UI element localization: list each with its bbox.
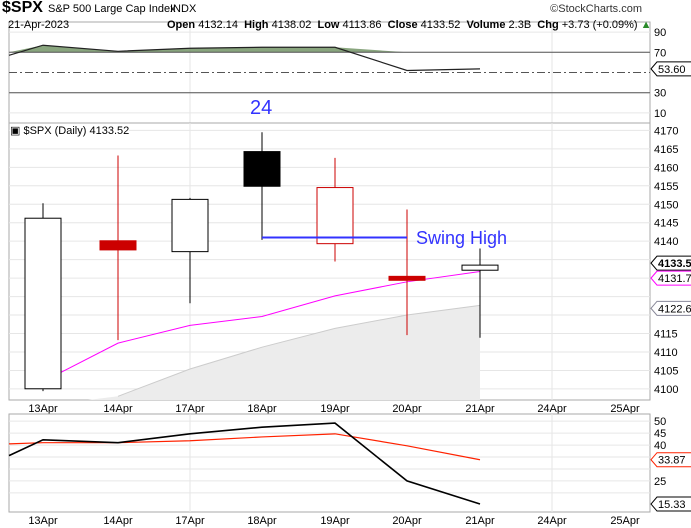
date-label: 14Apr xyxy=(103,403,133,415)
chart-date: 21-Apr-2023 xyxy=(8,19,70,31)
osc-red-value-tag xyxy=(650,452,691,468)
slow-ma-area xyxy=(88,305,480,400)
date-label: 18Apr xyxy=(247,515,277,527)
date-label: 21Apr xyxy=(465,515,495,527)
price-tick-label: 4105 xyxy=(654,365,678,377)
price-tick-label: 4170 xyxy=(654,125,678,137)
price-tick-label: 4140 xyxy=(654,236,678,248)
date-label: 13Apr xyxy=(28,403,58,415)
osc-line xyxy=(8,433,481,461)
candle-body xyxy=(388,275,426,281)
price-tick-label: 4115 xyxy=(654,329,678,341)
osc-red-value: 33.87 xyxy=(658,455,686,467)
rsi-last-value: 53.60 xyxy=(658,64,686,76)
index-name: S&P 500 Large Cap Index xyxy=(48,3,176,15)
date-label: 24Apr xyxy=(537,403,567,415)
date-label: 18Apr xyxy=(247,403,277,415)
price-tick-label: 4100 xyxy=(654,384,678,396)
watermark: ©StockCharts.com xyxy=(550,3,642,15)
osc-tick-label: 40 xyxy=(654,440,666,452)
date-label: 24Apr xyxy=(537,515,567,527)
osc-tick-label: 25 xyxy=(654,476,666,488)
price-tick-label: 4145 xyxy=(654,218,678,230)
date-label: 20Apr xyxy=(392,403,422,415)
rsi-tick-label: 90 xyxy=(654,27,666,39)
date-label: 25Apr xyxy=(610,515,640,527)
price-tick-label: 4150 xyxy=(654,199,678,211)
candle-body xyxy=(24,217,62,390)
price-tick-label: 4160 xyxy=(654,162,678,174)
candle-body xyxy=(316,187,354,245)
candle-body xyxy=(171,198,209,253)
ohlc-readout: Open 4132.14 High 4138.02 Low 4113.86 Cl… xyxy=(167,19,652,31)
osc-black-value: 15.33 xyxy=(658,499,686,511)
fast-ma-value: 4131.79 xyxy=(658,273,691,285)
fast-ma-value-tag xyxy=(650,270,691,286)
price-tick-label: 4110 xyxy=(654,347,678,359)
rsi-tick-label: 10 xyxy=(654,108,666,120)
slow-ma-value-tag xyxy=(650,300,691,316)
slow-ma-line xyxy=(117,304,481,397)
rsi-overbought-fill xyxy=(9,45,480,53)
candle-body xyxy=(243,151,281,187)
rsi-tick-label: 70 xyxy=(654,47,666,59)
price-last-value: 4133.52 xyxy=(658,258,691,270)
date-label: 17Apr xyxy=(175,515,205,527)
rsi-line xyxy=(8,44,481,72)
price-tick-label: 4165 xyxy=(654,144,678,156)
date-label: 17Apr xyxy=(175,403,205,415)
date-label: 14Apr xyxy=(103,515,133,527)
osc-black-value-tag xyxy=(650,496,691,512)
osc-tick-label: 50 xyxy=(654,416,666,428)
date-label: 20Apr xyxy=(392,515,422,527)
rsi-last-value-tag xyxy=(650,61,691,77)
price-tick-label: 4155 xyxy=(654,181,678,193)
date-label: 19Apr xyxy=(320,403,350,415)
rsi-tick-label: 30 xyxy=(654,88,666,100)
date-label: 25Apr xyxy=(610,403,640,415)
price-legend: ▣ $SPX (Daily) 4133.52 xyxy=(10,124,130,137)
candle-body xyxy=(461,264,499,271)
date-label: 13Apr xyxy=(28,515,58,527)
date-label: 19Apr xyxy=(320,515,350,527)
swing-high-annotation: Swing High xyxy=(416,228,508,248)
count-annotation: 24 xyxy=(250,97,273,119)
osc-frame xyxy=(8,413,651,513)
date-label: 21Apr xyxy=(465,403,495,415)
exchange: INDX xyxy=(170,3,197,15)
candle-body xyxy=(99,240,137,251)
slow-ma-value: 4122.63 xyxy=(658,303,691,315)
symbol: $SPX xyxy=(2,0,43,16)
price-last-value-tag xyxy=(650,255,691,271)
osc-tick-label: 45 xyxy=(654,428,666,440)
osc-line xyxy=(8,422,481,505)
